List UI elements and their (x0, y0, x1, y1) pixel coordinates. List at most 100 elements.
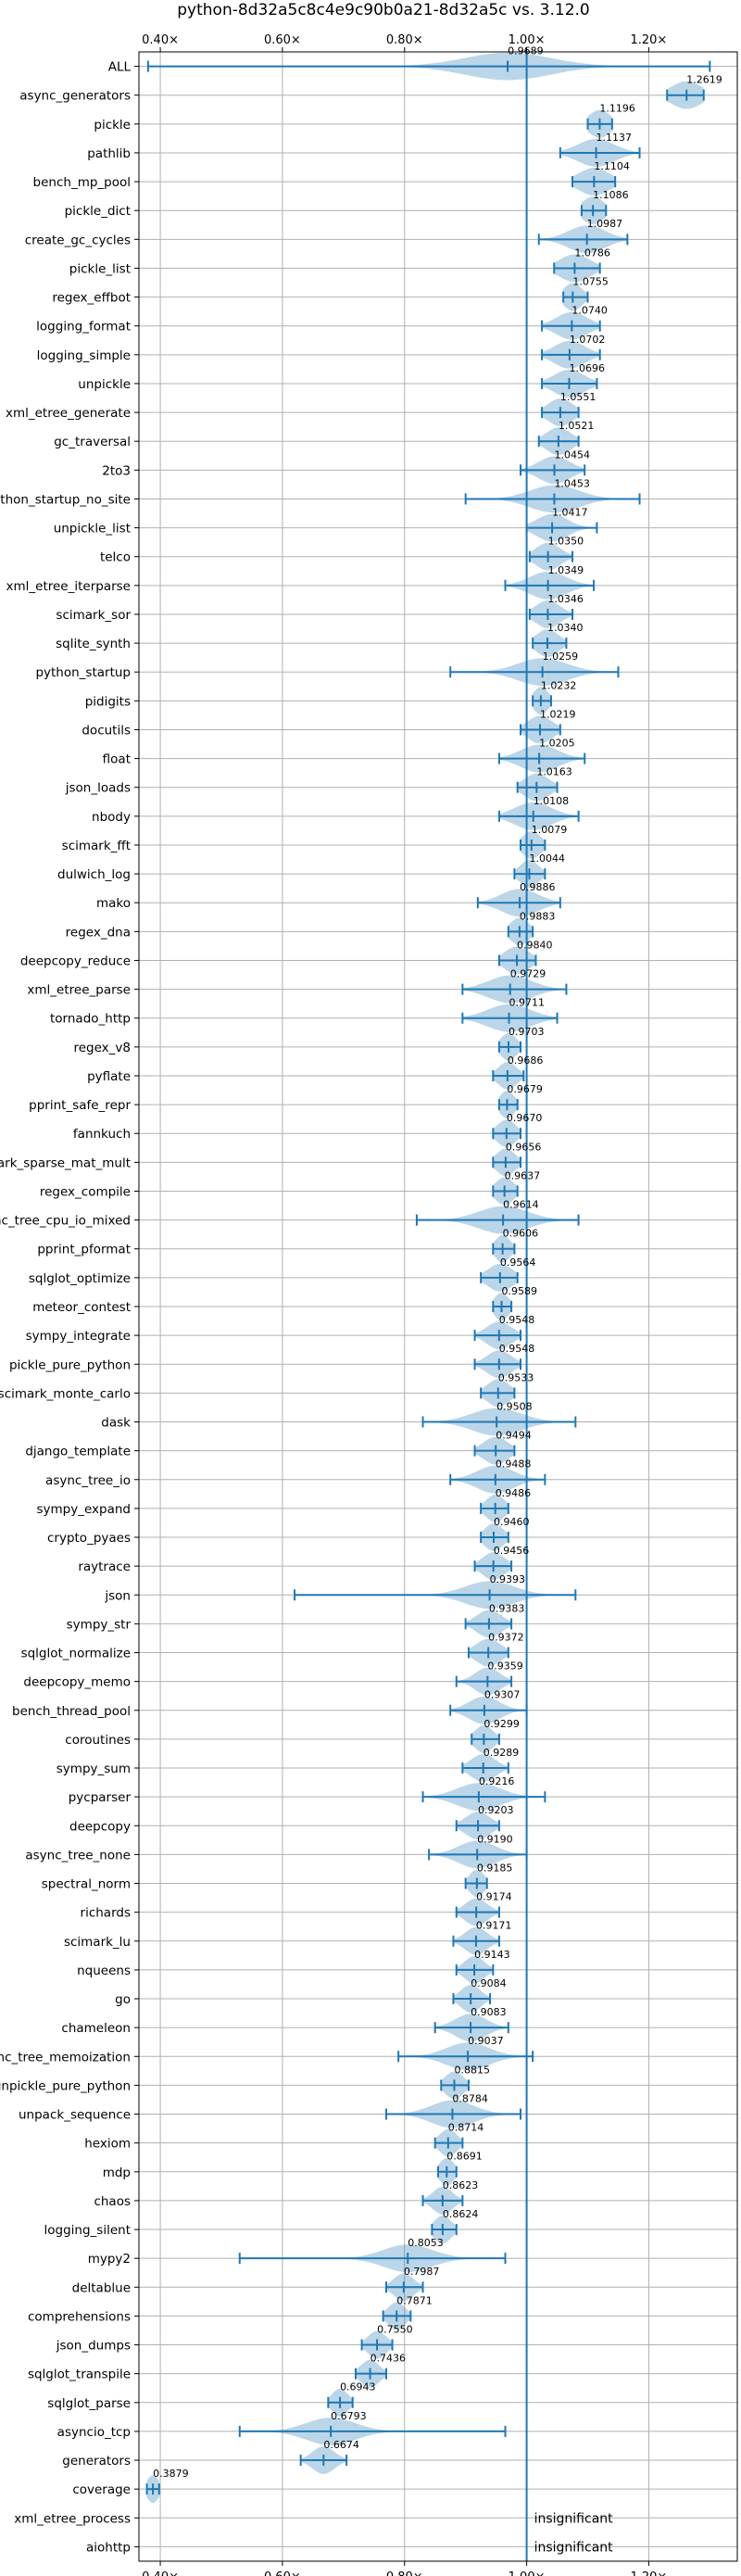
y-tick-label-pickle-dict: pickle_dict (65, 204, 131, 219)
y-tick-label-mako: mako (96, 896, 131, 911)
y-tick-label-regex-effbot: regex_effbot (52, 291, 131, 306)
value-label-pycparser: 0.9216 (479, 1775, 515, 1787)
y-tick-label-pickle-list: pickle_list (69, 261, 131, 276)
value-label-generators: 0.6674 (323, 2439, 359, 2451)
value-label-mako: 0.9886 (520, 881, 556, 893)
value-label-xml-etree-parse: 0.9729 (510, 968, 546, 980)
grid (134, 47, 737, 2566)
value-label-regex-effbot: 1.0755 (572, 276, 609, 288)
y-tick-label-comprehensions: comprehensions (28, 2309, 131, 2324)
value-label-all: 0.9689 (508, 44, 544, 57)
value-label-hexiom: 0.8714 (448, 2122, 484, 2134)
value-label-telco: 1.0350 (548, 536, 584, 548)
y-tick-label-sqlglot-normalize: sqlglot_normalize (21, 1647, 131, 1661)
y-tick-label-unpack-sequence: unpack_sequence (19, 2108, 131, 2123)
y-tick-label-json: json (104, 1588, 131, 1603)
value-label-scimark-monte-carlo: 0.9533 (498, 1371, 534, 1383)
value-label-scimark-lu: 0.9171 (476, 1920, 512, 1932)
value-label-unpack-sequence: 0.8784 (452, 2092, 488, 2104)
value-label-scimark-sparse-mat-mult: 0.9656 (506, 1141, 542, 1153)
value-label-pidigits: 1.0232 (541, 679, 577, 691)
y-tick-label-crypto-pyaes: crypto_pyaes (47, 1531, 131, 1546)
value-label-logging-simple: 1.0702 (570, 334, 606, 346)
value-label-regex-v8: 0.9703 (509, 1026, 545, 1038)
value-label-coverage: 0.3879 (153, 2468, 189, 2480)
value-label-xml-etree-generate: 1.0551 (560, 391, 597, 403)
value-label-tornado-http: 0.9711 (509, 997, 546, 1009)
y-tick-label-scimark-monte-carlo: scimark_monte_carlo (0, 1386, 131, 1401)
y-tick-label-scimark-sor: scimark_sor (56, 608, 131, 623)
y-tick-label-regex-compile: regex_compile (40, 1184, 131, 1199)
value-label-unpickle: 1.0696 (569, 362, 605, 374)
x-tick-label-bottom: 0.80× (386, 2570, 423, 2576)
y-tick-label-deltablue: deltablue (72, 2280, 131, 2295)
value-label-comprehensions: 0.7871 (396, 2294, 433, 2306)
value-label-scimark-sor: 1.0346 (547, 593, 584, 605)
y-tick-label-xml-etree-iterparse: xml_etree_iterparse (6, 579, 132, 594)
value-label-nbody: 1.0108 (534, 795, 570, 807)
y-tick-label-async-tree-io: async_tree_io (45, 1473, 131, 1488)
value-label-crypto-pyaes: 0.9460 (494, 1516, 530, 1528)
y-tick-label-async-tree-memoization: async_tree_memoization (0, 2050, 131, 2065)
value-label-pyflate: 0.9686 (508, 1054, 544, 1067)
y-tick-label-pathlib: pathlib (87, 146, 131, 161)
y-tick-label-sympy-integrate: sympy_integrate (26, 1329, 131, 1344)
value-label-pprint-pformat: 0.9606 (503, 1228, 539, 1240)
y-tick-label-regex-v8: regex_v8 (73, 1041, 131, 1055)
y-tick-label-unpickle-list: unpickle_list (54, 522, 131, 537)
value-label-pickle-pure-python: 0.9548 (499, 1343, 535, 1355)
y-tick-label-bench-mp-pool: bench_mp_pool (33, 175, 131, 190)
y-tick-label-scimark-sparse-mat-mult: scimark_sparse_mat_mult (0, 1155, 131, 1170)
y-tick-label-deepcopy: deepcopy (69, 1819, 131, 1834)
y-tick-label-unpickle-pure-python: unpickle_pure_python (0, 2078, 131, 2093)
y-tick-label-pprint-safe-repr: pprint_safe_repr (29, 1098, 131, 1113)
value-label-unpickle-list: 1.0417 (552, 507, 588, 519)
y-tick-label-unpickle: unpickle (78, 377, 131, 392)
value-label-bench-thread-pool: 0.9307 (484, 1689, 521, 1701)
y-tick-label-pidigits: pidigits (85, 694, 131, 709)
y-tick-label-nqueens: nqueens (77, 1964, 131, 1978)
value-label-create-gc-cycles: 1.0987 (587, 218, 623, 230)
plot-frame (138, 51, 738, 2562)
value-label-sqlglot-parse: 0.6943 (340, 2381, 376, 2393)
value-label-mypy2: 0.8053 (408, 2237, 444, 2249)
y-tick-label-json-dumps: json_dumps (56, 2339, 131, 2354)
violins (145, 52, 711, 2561)
value-label-async-tree-cpu-io-mixed: 0.9614 (503, 1199, 539, 1211)
y-tick-label-aiohttp: aiohttp (86, 2540, 131, 2555)
y-tick-label-scimark-fft: scimark_fft (62, 839, 131, 853)
y-tick-label-spectral-norm: spectral_norm (42, 1877, 131, 1892)
x-tick-label-bottom: 0.40× (142, 2570, 179, 2576)
value-label-dask: 0.9508 (496, 1400, 533, 1412)
value-label-spectral-norm: 0.9185 (477, 1862, 513, 1874)
y-tick-label-hexiom: hexiom (84, 2137, 131, 2152)
value-label-richards: 0.9174 (476, 1891, 512, 1903)
x-tick-label-bottom: 0.60× (264, 2570, 301, 2576)
y-tick-label-sqlglot-optimize: sqlglot_optimize (29, 1271, 131, 1286)
y-tick-label-create-gc-cycles: create_gc_cycles (25, 233, 131, 247)
value-label-json-loads: 1.0163 (536, 766, 572, 778)
value-label-float: 1.0205 (539, 738, 575, 750)
value-label-fannkuch: 0.9670 (507, 1112, 543, 1124)
y-tick-label-deepcopy-memo: deepcopy_memo (23, 1675, 131, 1690)
value-label-regex-dna: 0.9883 (520, 910, 556, 922)
value-label-unpickle-pure-python: 0.8815 (454, 2064, 490, 2076)
y-tick-label-telco: telco (100, 550, 131, 565)
value-label-python-startup: 1.0259 (543, 650, 579, 663)
y-tick-label-pprint-pformat: pprint_pformat (37, 1243, 131, 1257)
value-label-sqlite-synth: 1.0340 (547, 622, 584, 634)
y-tick-label-xml-etree-process: xml_etree_process (14, 2511, 131, 2526)
y-tick-label-sqlglot-parse: sqlglot_parse (47, 2396, 131, 2411)
value-label-async-tree-memoization: 0.9037 (468, 2035, 504, 2047)
chart-title: python-8d32a5c8c4e9c90b0a21-8d32a5c vs. … (177, 1, 589, 19)
value-label-django-template: 0.9494 (496, 1430, 532, 1442)
y-tick-label-raytrace: raytrace (78, 1559, 131, 1574)
value-label-sqlglot-transpile: 0.7436 (370, 2353, 407, 2365)
value-label-bench-mp-pool: 1.1104 (594, 160, 630, 172)
y-tick-label-sympy-sum: sympy_sum (57, 1762, 131, 1776)
y-tick-label-mypy2: mypy2 (88, 2252, 131, 2267)
y-tick-label-fannkuch: fannkuch (73, 1127, 131, 1142)
value-label-pickle: 1.1196 (599, 103, 635, 115)
value-label-coroutines: 0.9299 (484, 1718, 520, 1730)
